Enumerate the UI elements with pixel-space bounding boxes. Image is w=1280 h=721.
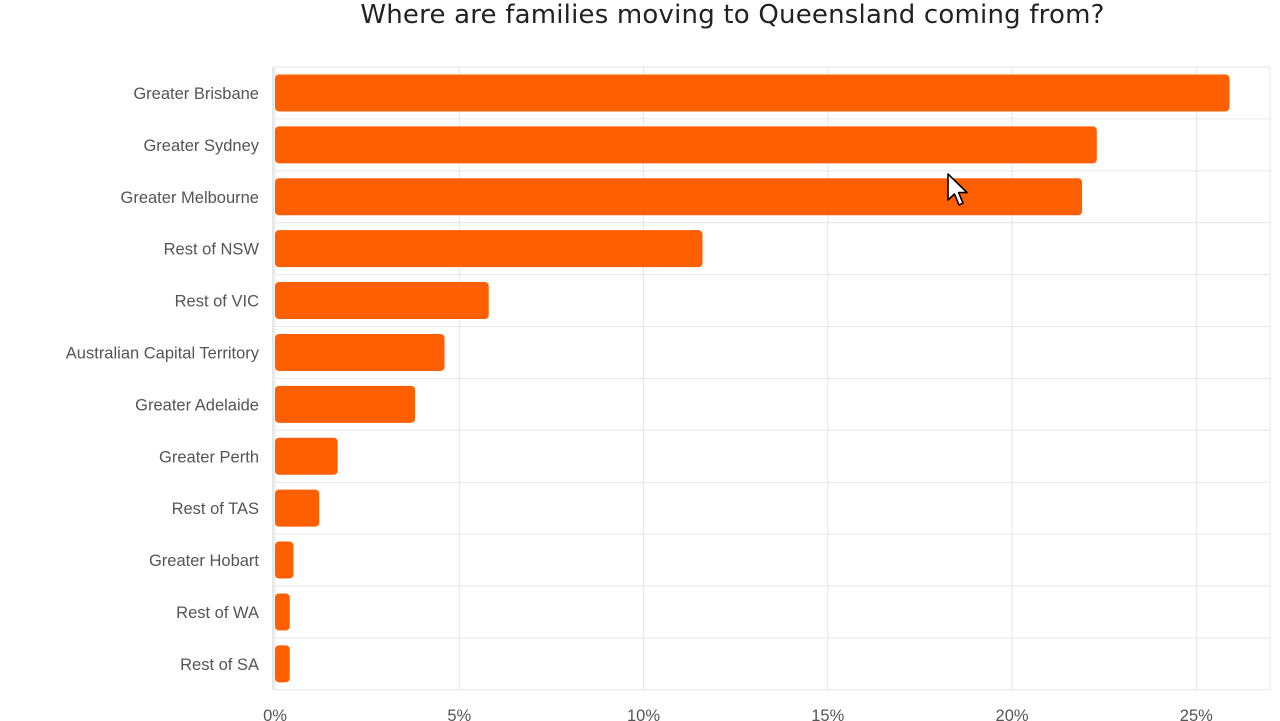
x-tick-label: 20% [996,707,1029,721]
x-tick-label: 25% [1180,707,1213,721]
label-layer: Greater Brisbane Greater Sydney Greater Me… [66,85,260,674]
category-label: Greater Melbourne [121,189,260,207]
x-tick-label: 0% [263,707,287,721]
category-label: Rest of WA [176,604,259,622]
bar[interactable] [275,489,320,527]
bar[interactable] [275,333,445,371]
category-label: Greater Perth [159,448,259,466]
bar[interactable] [275,126,1097,164]
bar[interactable] [275,437,338,475]
category-label: Greater Adelaide [135,396,259,414]
mouse-pointer-icon [947,173,968,206]
bar[interactable] [275,178,1083,216]
category-label: Greater Sydney [143,137,259,155]
x-tick-label: 15% [811,707,844,721]
tick-layer: 0% 5% 10% 15% 20% 25% [263,707,1213,721]
bar[interactable] [275,645,290,683]
bar[interactable] [275,385,416,423]
category-label: Rest of SA [180,656,259,674]
bar-layer [275,74,1230,683]
category-label: Rest of TAS [172,500,259,518]
category-label: Rest of NSW [164,241,260,259]
category-label: Greater Brisbane [133,85,259,103]
x-tick-label: 5% [447,707,471,721]
bar[interactable] [275,593,290,631]
bar[interactable] [275,282,489,320]
bar[interactable] [275,74,1230,112]
bar[interactable] [275,230,703,268]
grid-layer [272,66,1271,691]
category-label: Greater Hobart [149,552,259,570]
category-label: Australian Capital Territory [66,344,260,362]
x-tick-label: 10% [627,707,660,721]
category-label: Rest of VIC [175,293,259,311]
chart-title: Where are families moving to Queensland … [360,0,1105,30]
bar[interactable] [275,541,294,579]
